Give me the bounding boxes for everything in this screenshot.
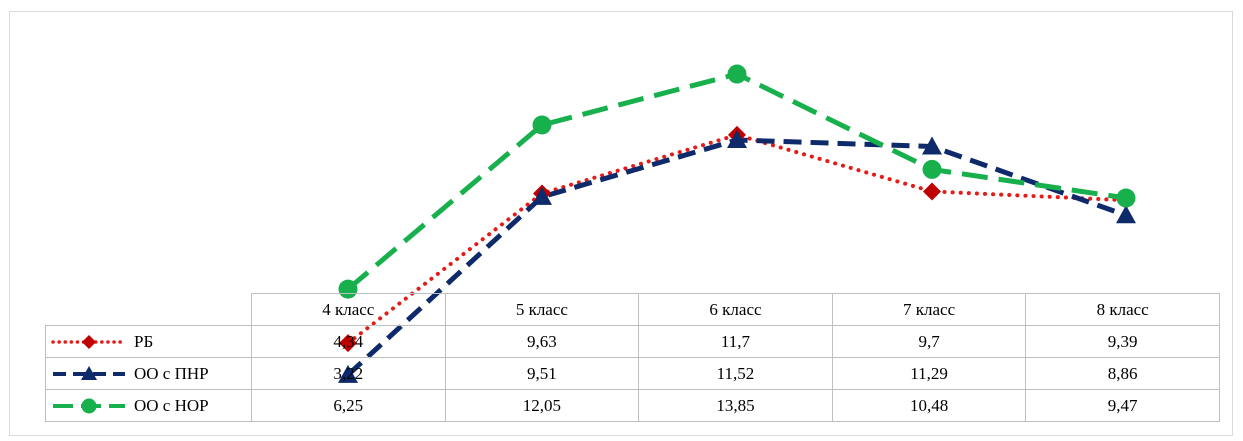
data-cell: 11,7: [638, 325, 833, 358]
data-cell: 3,22: [251, 357, 446, 390]
category-label: 5 класс: [444, 293, 640, 326]
legend-key-pnr: [53, 366, 125, 381]
series-label: ОО с НОР: [45, 389, 252, 422]
data-point-series-3: [1116, 188, 1136, 208]
legend-key-nor: [53, 398, 125, 414]
data-cell: 6,25: [251, 389, 446, 422]
data-point-series-2: [1116, 205, 1136, 224]
data-cell: 9,47: [1025, 389, 1220, 422]
data-cell: 13,85: [638, 389, 833, 422]
series-label: РБ: [45, 325, 252, 358]
data-point-series-2: [922, 136, 942, 155]
series-label: ОО с ПНР: [45, 357, 252, 390]
data-cell: 11,52: [638, 357, 833, 390]
data-table-header-row: 4 класс 5 класс 6 класс 7 класс 8 класс: [45, 293, 1220, 326]
data-point-series-3: [727, 64, 747, 84]
data-table-row-nor: ОО с НОР 6,25 12,05 13,85 10,48 9,47: [45, 389, 1220, 422]
data-point-series-2: [532, 186, 552, 205]
data-point-series-2: [727, 129, 747, 148]
data-cell: 9,51: [444, 357, 640, 390]
series-line-3: [346, 71, 1127, 292]
data-point-series-1: [923, 182, 941, 201]
data-table-row-pnr: ОО с ПНР 3,22 9,51 11,52 11,29 8,86: [45, 357, 1220, 390]
data-cell: 9,7: [831, 325, 1027, 358]
data-cell: 8,86: [1025, 357, 1220, 390]
legend-key-rb: [51, 335, 127, 350]
data-table-row-rb: РБ 4,34 9,63 11,7 9,7 9,39: [45, 325, 1220, 358]
data-point-series-3: [922, 159, 942, 179]
category-label: 6 класс: [638, 293, 833, 326]
category-label: 4 класс: [251, 293, 446, 326]
data-cell: 11,29: [831, 357, 1027, 390]
data-table: 4 класс 5 класс 6 класс 7 класс 8 класс …: [45, 293, 1220, 422]
data-cell: 12,05: [444, 389, 640, 422]
category-label: 8 класс: [1025, 293, 1220, 326]
data-cell: 4,34: [251, 325, 446, 358]
category-label: 7 класс: [831, 293, 1027, 326]
data-cell: 10,48: [831, 389, 1027, 422]
series-line-1: [346, 132, 1128, 346]
data-table-corner: [45, 293, 252, 326]
data-point-series-3: [532, 115, 552, 135]
data-cell: 9,39: [1025, 325, 1220, 358]
data-cell: 9,63: [444, 325, 640, 358]
